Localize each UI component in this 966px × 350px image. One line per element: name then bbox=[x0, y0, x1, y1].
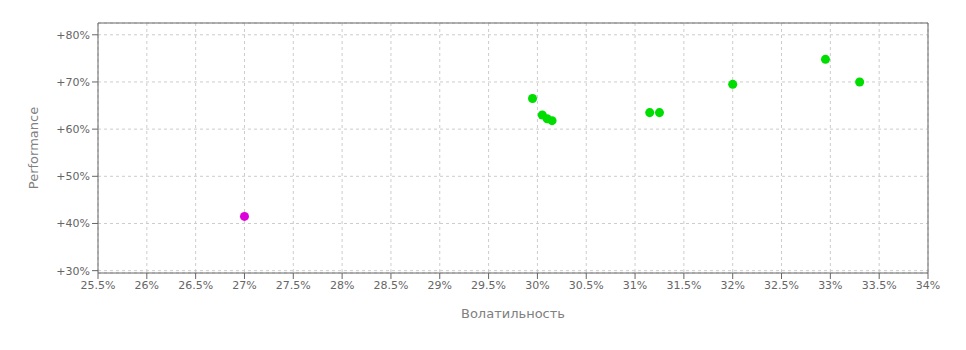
svg-text:+30%: +30% bbox=[56, 265, 90, 278]
svg-text:32%: 32% bbox=[720, 279, 744, 292]
svg-text:28.5%: 28.5% bbox=[373, 279, 408, 292]
svg-text:Волатильность: Волатильность bbox=[461, 306, 565, 321]
svg-text:33%: 33% bbox=[818, 279, 842, 292]
svg-text:+80%: +80% bbox=[56, 29, 90, 42]
svg-text:Performance: Performance bbox=[26, 107, 41, 189]
svg-text:34%: 34% bbox=[916, 279, 940, 292]
svg-text:25.5%: 25.5% bbox=[81, 279, 116, 292]
svg-text:+40%: +40% bbox=[56, 217, 90, 230]
svg-text:31.5%: 31.5% bbox=[666, 279, 701, 292]
svg-text:33.5%: 33.5% bbox=[862, 279, 897, 292]
svg-text:31%: 31% bbox=[623, 279, 647, 292]
svg-text:+50%: +50% bbox=[56, 170, 90, 183]
svg-text:30%: 30% bbox=[525, 279, 549, 292]
svg-text:26%: 26% bbox=[135, 279, 159, 292]
svg-text:28%: 28% bbox=[330, 279, 354, 292]
svg-text:29%: 29% bbox=[428, 279, 452, 292]
svg-text:29.5%: 29.5% bbox=[471, 279, 506, 292]
svg-text:27.5%: 27.5% bbox=[276, 279, 311, 292]
svg-text:27%: 27% bbox=[232, 279, 256, 292]
svg-text:32.5%: 32.5% bbox=[764, 279, 799, 292]
svg-text:26.5%: 26.5% bbox=[178, 279, 213, 292]
svg-text:30.5%: 30.5% bbox=[569, 279, 604, 292]
svg-text:+60%: +60% bbox=[56, 123, 90, 136]
svg-text:+70%: +70% bbox=[56, 76, 90, 89]
